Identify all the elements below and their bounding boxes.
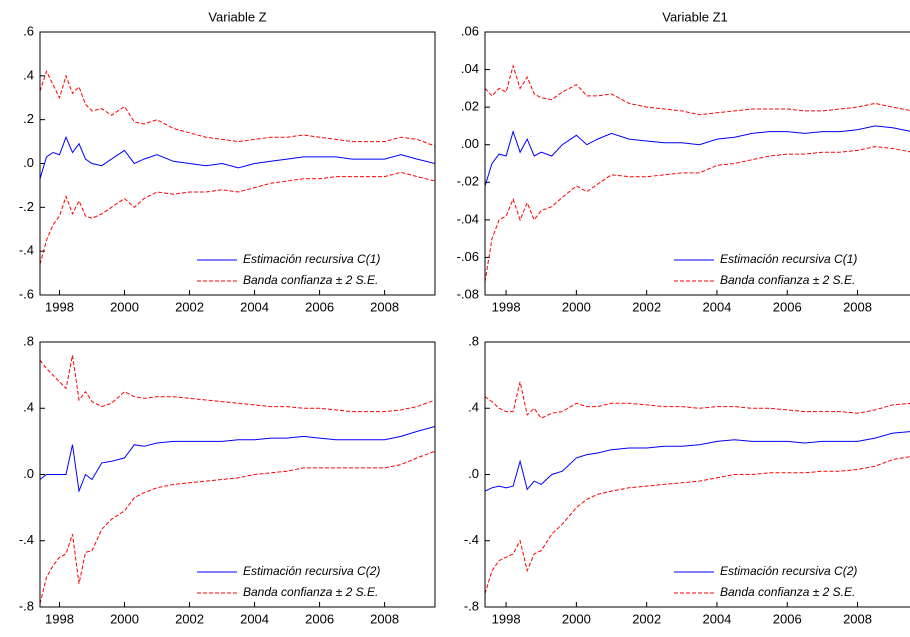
- y-tick-label: .0: [23, 466, 34, 481]
- x-tick-label: 2006: [305, 611, 334, 626]
- series-line: [485, 381, 910, 419]
- legend-label: Estimación recursiva C(1): [243, 252, 380, 266]
- legend-label: Estimación recursiva C(2): [243, 564, 380, 578]
- x-tick-label: 2000: [562, 611, 591, 626]
- plot-frame: [39, 31, 436, 296]
- lines: [40, 70, 435, 265]
- series-line: [485, 146, 910, 282]
- y-tick-label: .02: [461, 99, 479, 114]
- y-tick-label: .04: [461, 61, 479, 76]
- legend-label: Banda confianza ± 2 S.E.: [720, 585, 855, 599]
- x-tick-label: 2000: [110, 299, 139, 314]
- x-tick-label: 2006: [305, 299, 334, 314]
- series-line: [40, 70, 435, 147]
- x-tick-label: 2002: [175, 299, 204, 314]
- plot-frame: [484, 31, 910, 296]
- series-line: [40, 450, 435, 604]
- y-tick-label: -.4: [464, 532, 479, 547]
- series-line: [40, 355, 435, 413]
- legend-label: Banda confianza ± 2 S.E.: [243, 585, 378, 599]
- y-tick-label: .6: [23, 23, 34, 38]
- panel: Variable Z .6 .4 .2 .0 -.2 -.4 -.6 1998 2000 2002 2…: [19, 9, 436, 314]
- y-tick-label: -.4: [19, 532, 34, 547]
- x-tick-label: 2008: [843, 611, 872, 626]
- legend-label: Estimación recursiva C(2): [720, 564, 857, 578]
- x-tick-label: 2004: [702, 299, 731, 314]
- series-line: [485, 125, 910, 187]
- x-tick-label: 2002: [632, 299, 661, 314]
- plot-frame: [39, 341, 436, 608]
- y-tick-label: .2: [23, 111, 34, 126]
- series-line: [40, 426, 435, 494]
- y-tick-label: -.6: [19, 286, 34, 301]
- y-tick-label: .4: [468, 400, 479, 415]
- y-tick-label: -.06: [457, 249, 479, 264]
- y-tick-label: -.08: [457, 286, 479, 301]
- series-line: [485, 431, 910, 492]
- x-tick-label: 2008: [843, 299, 872, 314]
- y-tick-label: .4: [23, 67, 34, 82]
- y-tick-label: .0: [468, 466, 479, 481]
- y-tick-label: -.2: [19, 199, 34, 214]
- x-tick-label: 2002: [175, 611, 204, 626]
- panel: Variable Z1 .06 .04 .02 .00 -.02 -.04 -.06 -.08 1…: [457, 9, 910, 314]
- legend-label: Banda confianza ± 2 S.E.: [720, 273, 855, 287]
- legend-label: Banda confianza ± 2 S.E.: [243, 273, 378, 287]
- series-line: [485, 63, 910, 116]
- x-tick-label: 2004: [240, 611, 269, 626]
- x-tick-label: 2006: [773, 611, 802, 626]
- y-tick-label: .8: [468, 333, 479, 348]
- y-tick-label: .00: [461, 136, 479, 151]
- chart-title: Variable Z: [208, 9, 266, 24]
- y-tick-label: -.4: [19, 243, 34, 258]
- x-tick-label: 2000: [562, 299, 591, 314]
- x-tick-label: 2006: [773, 299, 802, 314]
- x-tick-label: 1998: [492, 611, 521, 626]
- panel: .8 .4 .0 -.4 -.8 1998 2000 2002 2004 2006 2008 Esti…: [19, 333, 436, 626]
- y-tick-label: -.04: [457, 211, 479, 226]
- chart-title: Variable Z1: [662, 9, 728, 24]
- lines: [485, 381, 910, 594]
- plot-frame: [484, 341, 910, 608]
- x-tick-label: 2008: [370, 299, 399, 314]
- y-tick-label: .06: [461, 23, 479, 38]
- series-line: [485, 456, 910, 594]
- series-line: [40, 135, 435, 179]
- x-tick-label: 2002: [632, 611, 661, 626]
- y-tick-label: -.8: [19, 598, 34, 613]
- lines: [485, 63, 910, 282]
- x-tick-label: 1998: [492, 299, 521, 314]
- y-tick-label: .8: [23, 333, 34, 348]
- x-tick-label: 2004: [240, 299, 269, 314]
- y-tick-label: .4: [23, 400, 34, 415]
- x-tick-label: 1998: [45, 611, 74, 626]
- x-tick-label: 1998: [45, 299, 74, 314]
- y-tick-label: .0: [23, 155, 34, 170]
- legend-label: Estimación recursiva C(1): [720, 252, 857, 266]
- panel: .8 .4 .0 -.4 -.8 1998 2000 2002 2004 2006 2008 Esti…: [464, 333, 910, 626]
- x-tick-label: 2004: [702, 611, 731, 626]
- x-tick-label: 2008: [370, 611, 399, 626]
- series-line: [40, 171, 435, 265]
- y-tick-label: -.8: [464, 598, 479, 613]
- lines: [40, 355, 435, 604]
- x-tick-label: 2000: [110, 611, 139, 626]
- y-tick-label: -.02: [457, 174, 479, 189]
